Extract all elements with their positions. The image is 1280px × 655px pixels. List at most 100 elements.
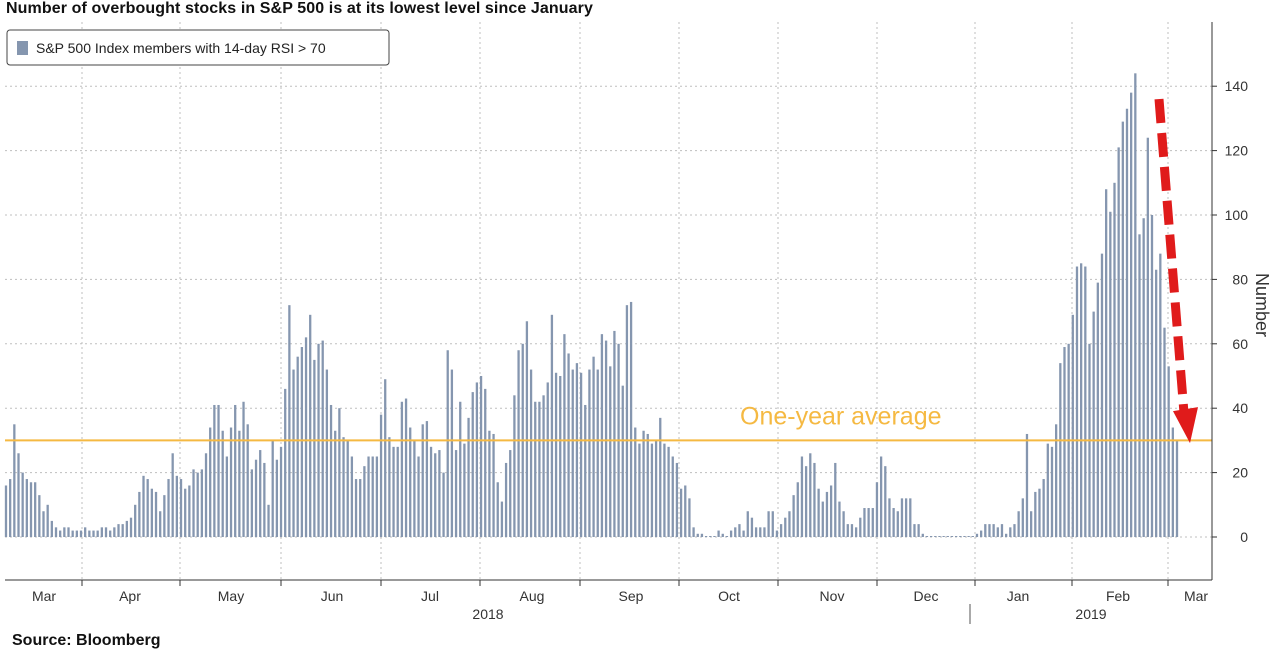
bar <box>1059 363 1062 537</box>
bar <box>863 508 866 537</box>
bar <box>1042 479 1045 537</box>
bar <box>204 453 208 537</box>
bar <box>725 536 729 537</box>
bar <box>488 430 491 537</box>
bar <box>559 376 562 537</box>
bar <box>734 527 737 537</box>
bar <box>942 536 945 537</box>
bar <box>188 485 191 537</box>
x-axis: Mar Apr May Jun Jul Aug Sep Oct Nov Dec Jan Feb Mar 2… <box>32 580 1208 624</box>
bar <box>1130 92 1133 537</box>
bar <box>642 430 645 537</box>
x-tick-label: May <box>218 588 244 604</box>
bar <box>300 347 304 537</box>
bar <box>500 501 504 537</box>
bar <box>904 498 908 537</box>
bar <box>359 479 362 537</box>
bar <box>867 508 870 537</box>
bar <box>25 479 28 537</box>
bar <box>1146 137 1149 537</box>
bar <box>329 404 333 537</box>
bar <box>17 453 20 537</box>
bar <box>379 414 383 537</box>
bar <box>821 501 824 537</box>
bar <box>788 511 791 537</box>
bar <box>971 536 974 537</box>
year-label: 2018 <box>472 606 503 622</box>
bar <box>946 536 949 537</box>
x-tick-label: Mar <box>1184 588 1208 604</box>
bar <box>1063 347 1066 537</box>
bar <box>67 527 70 537</box>
bar <box>804 466 808 537</box>
bar <box>454 450 458 537</box>
legend: S&P 500 Index members with 14-day RSI > … <box>6 29 390 66</box>
bar <box>1171 427 1174 537</box>
bar <box>609 366 612 537</box>
bar <box>1050 446 1054 537</box>
bar <box>1138 234 1141 537</box>
bar <box>1175 440 1179 537</box>
bar <box>525 321 529 537</box>
x-tick-label: Jul <box>421 588 439 604</box>
bar <box>567 353 570 537</box>
bar <box>217 404 220 537</box>
bar <box>246 424 249 537</box>
bar <box>504 462 508 537</box>
x-tick-label: Nov <box>820 588 845 604</box>
bar <box>304 337 308 537</box>
x-tick-label: Feb <box>1106 588 1130 604</box>
bar <box>4 485 8 537</box>
bar <box>463 443 466 537</box>
bar <box>334 430 337 537</box>
bar <box>759 527 762 537</box>
bar <box>263 462 266 537</box>
bar <box>1021 498 1024 537</box>
x-tick-label: Sep <box>619 588 644 604</box>
bar <box>175 475 178 537</box>
bar <box>909 498 912 537</box>
bar <box>879 456 883 537</box>
bar <box>200 469 204 537</box>
x-tick-label: Mar <box>32 588 56 604</box>
bar <box>775 530 779 537</box>
bar <box>404 398 408 537</box>
bar <box>517 350 520 537</box>
bar <box>267 504 270 537</box>
bar <box>921 533 924 537</box>
bar <box>629 301 633 537</box>
bar <box>96 530 99 537</box>
bar <box>471 392 474 537</box>
bar <box>696 533 699 537</box>
bar <box>742 530 745 537</box>
bar <box>459 401 462 537</box>
bar <box>550 314 554 537</box>
bar <box>29 482 33 537</box>
bar <box>767 511 770 537</box>
bar <box>100 527 103 537</box>
bar <box>542 395 545 537</box>
bar <box>513 395 516 537</box>
x-tick-label: Jun <box>321 588 344 604</box>
bar <box>838 501 841 537</box>
bar <box>1038 488 1041 537</box>
bar <box>467 417 470 537</box>
bar <box>229 427 233 537</box>
bar <box>375 456 379 537</box>
bar <box>429 446 433 537</box>
bar <box>884 466 887 537</box>
bar <box>825 491 829 537</box>
bar <box>950 536 954 537</box>
bar <box>496 482 499 537</box>
bar <box>1017 511 1020 537</box>
arrow-shaft <box>1154 98 1189 414</box>
bar <box>684 485 687 537</box>
bar <box>875 482 879 537</box>
bar <box>638 443 641 537</box>
bar <box>192 469 195 537</box>
bar <box>84 527 87 537</box>
bar <box>171 453 174 537</box>
bar <box>938 536 941 537</box>
bar <box>800 456 804 537</box>
